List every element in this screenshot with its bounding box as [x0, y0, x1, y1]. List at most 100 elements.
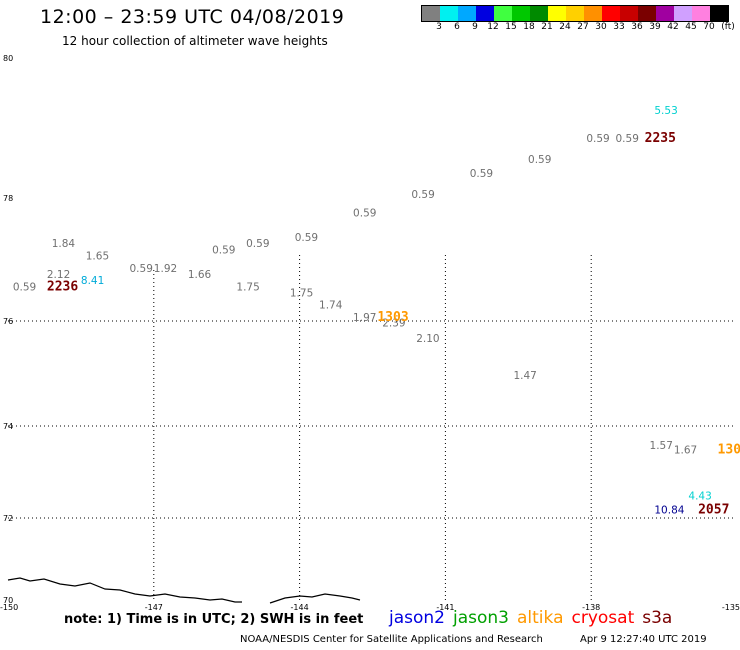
credit-text: NOAA/NESDIS Center for Satellite Applica…	[240, 634, 543, 645]
longitude-tick-label: -138	[582, 603, 600, 612]
wave-height-value: 2.10	[416, 333, 439, 345]
satellite-legend-item: jason2	[389, 608, 445, 628]
wave-height-value: 1.67	[674, 445, 697, 457]
color-scale-label: 15	[505, 22, 517, 32]
wave-height-value: 0.59	[295, 232, 318, 244]
latitude-tick-label: 70	[3, 596, 13, 605]
color-scale-swatch	[548, 6, 566, 21]
latitude-tick-label: 78	[3, 194, 13, 203]
color-scale-swatch	[494, 6, 512, 21]
pass-time-label: 1303	[718, 443, 740, 458]
wave-height-value: 0.59	[616, 133, 639, 145]
color-scale-labels: 3 6 9 12 15 18 21 24 27 30 33 36 39 42 45 70 (ft)	[421, 22, 740, 34]
wave-height-value: 1.84	[52, 238, 76, 250]
color-scale-label: 39	[649, 22, 661, 32]
color-scale-label: 21	[541, 22, 553, 32]
longitude-tick-label: -144	[291, 603, 309, 612]
color-scale-label: 18	[523, 22, 535, 32]
longitude-tick-label: -141	[436, 603, 454, 612]
wave-height-value: 8.41	[81, 275, 104, 287]
page-title: 12:00 – 23:59 UTC 04/08/2019	[40, 6, 345, 28]
axis-labels: 80 78 76 74 72 70-150 -147 -144 -141 -138 -135	[0, 54, 740, 612]
latitude-tick-label: 80	[3, 54, 13, 63]
lat-lon-gridlines	[8, 255, 735, 600]
wave-height-value: 4.43	[688, 491, 711, 503]
wave-height-value: 5.53	[654, 105, 677, 117]
wave-height-value: 0.59	[470, 168, 493, 180]
footer-note: note: 1) Time is in UTC; 2) SWH is in fe…	[64, 612, 364, 627]
pass-time-label: 2057	[698, 502, 729, 517]
pass-time-label: 1303	[377, 310, 408, 325]
generated-timestamp: Apr 9 12:27:40 UTC 2019	[580, 634, 707, 645]
color-scale-label: 30	[595, 22, 607, 32]
wave-height-value: 1.74	[319, 300, 343, 312]
longitude-tick-label: -150	[0, 603, 18, 612]
satellite-legend-item: cryosat	[571, 608, 635, 628]
wave-height-value: 1.57	[650, 440, 673, 452]
wave-height-value: 1.92	[154, 263, 177, 275]
wave-height-value: 1.66	[188, 269, 212, 281]
color-scale-label: 27	[577, 22, 589, 32]
canada-coastline	[269, 593, 361, 604]
color-scale-label: 24	[559, 22, 571, 32]
satellite-legend: jason2 jason3 altika cryosat s3a	[389, 608, 680, 628]
color-scale-label: 33	[613, 22, 625, 32]
color-scale-label: 36	[631, 22, 643, 32]
color-scale-swatch	[458, 6, 476, 21]
color-scale-swatch	[638, 6, 656, 21]
wave-height-value: 1.47	[513, 370, 536, 382]
color-scale-label: 3	[436, 22, 442, 32]
color-scale-swatch	[674, 6, 692, 21]
coastline	[7, 577, 361, 604]
color-scale-label: 70	[703, 22, 715, 32]
latitude-tick-label: 74	[3, 422, 13, 431]
color-scale-swatch	[422, 6, 440, 21]
color-scale-swatch	[692, 6, 710, 21]
longitude-tick-label: -135	[722, 603, 740, 612]
wave-height-value: 10.84	[654, 504, 684, 516]
color-scale-label: 42	[667, 22, 679, 32]
color-scale-swatch	[602, 6, 620, 21]
color-scale-swatch	[530, 6, 548, 21]
wave-height-value: 0.59	[528, 154, 551, 166]
color-scale-label: 6	[454, 22, 460, 32]
wave-height-value: 0.59	[353, 207, 376, 219]
wave-height-annotations: 0.59 0.59 0.59 0.59 0.59 0.59 0.59 0.59 0.59 0.59…	[13, 105, 740, 517]
alaska-coastline	[7, 577, 242, 603]
color-scale-swatch	[710, 6, 728, 21]
satellite-legend-item: jason3	[453, 608, 509, 628]
color-scale-swatch	[476, 6, 494, 21]
latitude-tick-label: 72	[3, 514, 13, 523]
satellite-legend-item: altika	[517, 608, 564, 628]
pass-time-label: 2236	[47, 279, 78, 294]
wave-height-value: 0.59	[212, 244, 235, 256]
wave-height-value: 0.59	[130, 263, 153, 275]
wave-height-value: 1.65	[86, 251, 109, 263]
color-scale-swatch	[440, 6, 458, 21]
wave-height-value: 0.59	[411, 189, 434, 201]
wave-height-value: 0.59	[586, 133, 609, 145]
color-scale-bar	[421, 5, 729, 22]
color-scale-swatch	[656, 6, 674, 21]
color-scale-swatch	[512, 6, 530, 21]
wave-height-value: 1.75	[290, 287, 313, 299]
page-subtitle: 12 hour collection of altimeter wave hei…	[62, 34, 328, 48]
wave-height-value: 1.75	[236, 281, 259, 293]
color-scale-unit: (ft)	[721, 22, 735, 32]
color-scale-swatch	[566, 6, 584, 21]
wave-height-value: 0.59	[246, 238, 269, 250]
wave-height-value: 2.12	[47, 269, 70, 281]
wave-height-value: 1.97	[353, 312, 376, 324]
color-scale-swatch	[584, 6, 602, 21]
latitude-tick-label: 76	[3, 317, 13, 326]
pass-time-label: 2235	[645, 131, 676, 146]
color-scale-swatch	[620, 6, 638, 21]
longitude-tick-label: -147	[145, 603, 163, 612]
wave-height-value: 2.39	[382, 317, 405, 329]
satellite-legend-item: s3a	[642, 608, 673, 628]
color-scale-label: 9	[472, 22, 478, 32]
color-scale-label: 45	[685, 22, 697, 32]
wave-height-value: 0.59	[13, 281, 36, 293]
color-scale-label: 12	[487, 22, 499, 32]
